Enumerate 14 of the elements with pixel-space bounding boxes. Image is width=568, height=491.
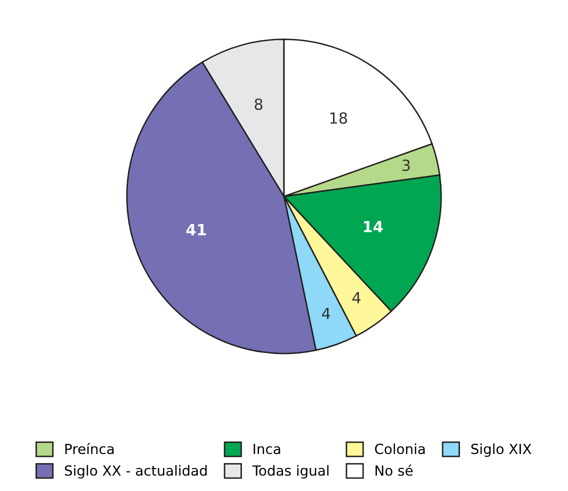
legend-label: Preínca xyxy=(65,442,114,454)
data-label: 18 xyxy=(330,112,348,124)
legend-label: Inca xyxy=(254,444,280,454)
data-label: 14 xyxy=(364,221,383,232)
legend-label: Siglo XX - actualidad xyxy=(64,465,207,478)
legend-label: Colonia xyxy=(375,443,425,454)
legend-label: Todas igual xyxy=(252,465,328,478)
data-label: 4 xyxy=(352,292,360,304)
legend-label: No sé xyxy=(376,464,413,476)
data-label: 3 xyxy=(402,160,410,172)
legend-label: Siglo XIX xyxy=(471,443,532,457)
data-label: 41 xyxy=(186,224,206,236)
data-label: 8 xyxy=(254,98,262,110)
data-label: 4 xyxy=(322,308,330,320)
